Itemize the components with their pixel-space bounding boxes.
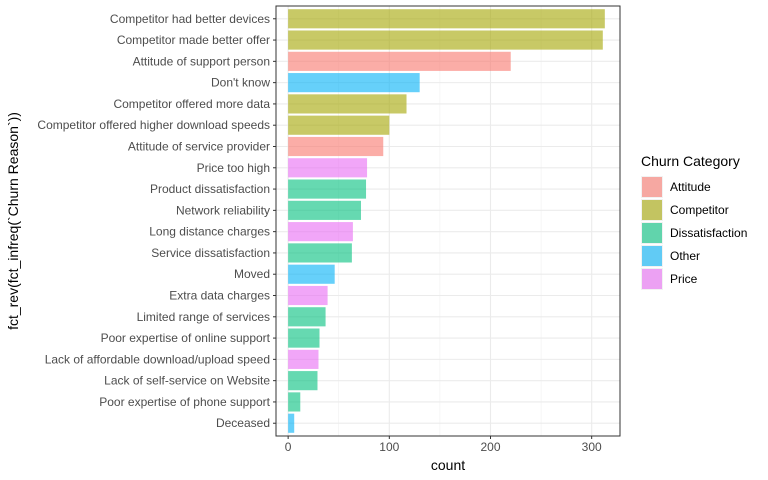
y-tick-label: Poor expertise of phone support: [99, 395, 270, 409]
legend-key: [642, 223, 662, 243]
bar: [288, 371, 318, 391]
legend-key: [642, 200, 662, 220]
y-axis-title: fct_rev(fct_infreq(`Churn Reason`)): [5, 112, 21, 330]
y-tick-label: Lack of affordable download/upload speed: [45, 352, 270, 366]
bar: [288, 243, 352, 263]
legend-label: Other: [670, 249, 700, 263]
x-axis-title: count: [431, 457, 465, 473]
legend-key: [642, 177, 662, 197]
y-tick-label: Competitor offered more data: [113, 97, 270, 111]
bar: [288, 51, 511, 71]
bar: [288, 307, 326, 327]
y-tick-label: Competitor had better devices: [110, 12, 270, 26]
bar: [288, 9, 605, 29]
y-tick-label: Attitude of support person: [133, 54, 270, 68]
bar: [288, 392, 301, 412]
legend-label: Competitor: [670, 203, 729, 217]
bar: [288, 285, 328, 306]
y-tick-label: Competitor offered higher download speed…: [37, 118, 270, 132]
bar: [288, 349, 319, 369]
y-tick-label: Long distance charges: [149, 225, 270, 239]
y-tick-label: Lack of self-service on Website: [104, 374, 270, 388]
bar: [288, 158, 368, 178]
y-tick-label: Extra data charges: [169, 289, 270, 303]
plot-panel-border: [275, 5, 621, 437]
y-tick-label: Limited range of services: [137, 310, 270, 324]
y-tick-label: Product dissatisfaction: [150, 182, 270, 196]
bar: [288, 73, 420, 93]
y-tick-label: Service dissatisfaction: [151, 246, 270, 260]
x-tick-label: 0: [285, 440, 292, 454]
legend-label: Dissatisfaction: [670, 226, 747, 240]
x-tick-label: 100: [379, 440, 399, 454]
y-tick-label: Moved: [234, 267, 270, 281]
bar: [288, 30, 603, 50]
y-axis-ticks: Competitor had better devices Competitor …: [37, 12, 276, 430]
bar: [288, 222, 353, 242]
bar: [288, 136, 384, 157]
bar: [288, 115, 390, 135]
legend-label: Price: [670, 272, 698, 286]
x-tick-label: 200: [480, 440, 500, 454]
bar: [288, 94, 407, 114]
legend-key: [642, 269, 662, 289]
y-tick-label: Deceased: [216, 416, 270, 430]
bar: [288, 179, 367, 199]
y-tick-label: Don't know: [211, 76, 270, 90]
bar: [288, 328, 320, 348]
y-tick-label: Network reliability: [176, 203, 270, 217]
legend-label: Attitude: [670, 180, 711, 194]
legend-key: [642, 246, 662, 266]
y-tick-label: Price too high: [197, 161, 270, 175]
y-tick-label: Attitude of service provider: [128, 139, 270, 153]
bar: [288, 264, 335, 284]
bar: [288, 413, 295, 433]
legend-title: Churn Category: [641, 153, 740, 169]
bar: [288, 200, 361, 220]
legend: Churn Category Attitude Competitor Dissati…: [641, 153, 747, 290]
x-tick-label: 300: [582, 440, 602, 454]
y-tick-label: Poor expertise of online support: [101, 331, 271, 345]
x-axis-ticks: 0 100 200 300: [285, 436, 602, 454]
y-tick-label: Competitor made better offer: [117, 33, 270, 47]
bars: [288, 9, 605, 433]
